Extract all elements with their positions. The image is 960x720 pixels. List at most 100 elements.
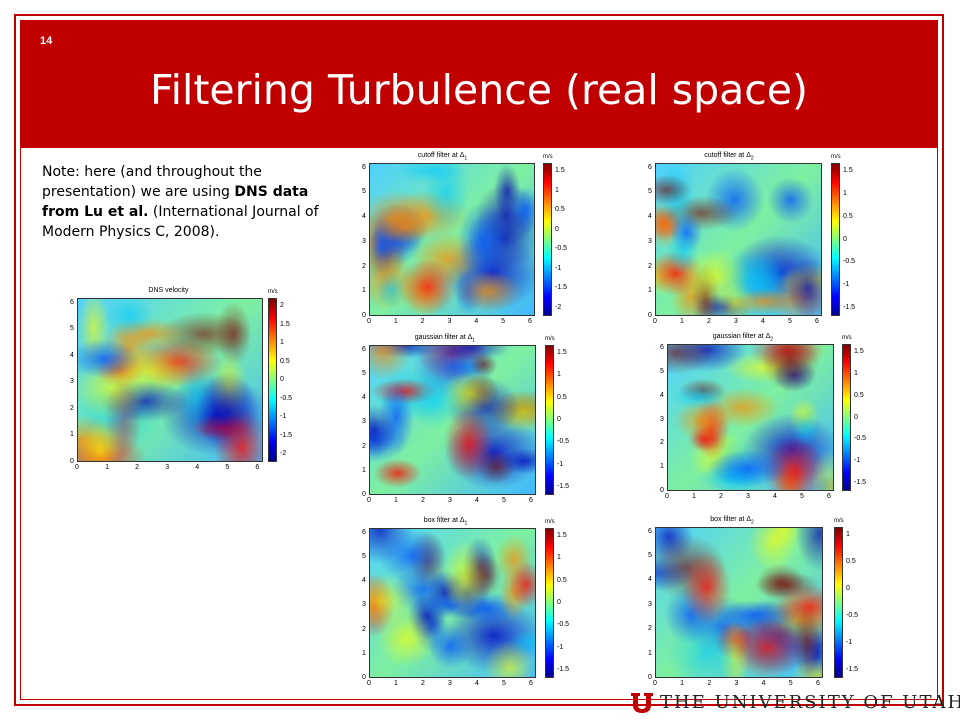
x-tick-label: 5 — [799, 493, 804, 500]
x-tick-label: 2 — [420, 318, 425, 325]
y-tick-label: 3 — [362, 237, 366, 245]
colorbar-tick-label: 0 — [280, 376, 284, 383]
colorbar-tick-label: -0.5 — [557, 438, 570, 446]
heatmap-image — [667, 344, 834, 491]
x-tick-label: 6 — [255, 464, 260, 471]
note-part1: Note: here (and throughout the presentat… — [42, 164, 262, 200]
heatmap-image — [369, 528, 536, 678]
y-tick-label: 5 — [362, 188, 366, 196]
heatmap-image — [369, 163, 535, 316]
x-tick-label: 2 — [707, 680, 712, 687]
colorbar-tick-label: -1.5 — [555, 284, 568, 292]
y-tick-label: 2 — [648, 262, 652, 270]
x-tick-label: 6 — [815, 680, 820, 687]
colorbar-tick-label: 1.5 — [555, 167, 565, 174]
note-bold: DNS data from Lu et al. — [42, 184, 309, 220]
heatmap-image — [655, 163, 822, 316]
plot-title: cutoff filter at Δ1 — [417, 152, 468, 162]
colorbar-tick-label: -2 — [280, 450, 287, 457]
y-tick-label: 4 — [660, 391, 664, 399]
x-tick-label: 1 — [393, 680, 398, 687]
colorbar-tick-label: -1 — [843, 281, 850, 289]
y-tick-label: 2 — [362, 625, 366, 633]
y-tick-label: 6 — [362, 345, 366, 353]
colorbar-tick-label: -1 — [280, 413, 287, 420]
y-tick-label: 1 — [362, 287, 366, 295]
colorbar — [831, 163, 840, 316]
y-tick-label: 0 — [362, 491, 366, 498]
x-tick-label: 6 — [826, 493, 831, 500]
colorbar-unit: m/s — [268, 289, 278, 295]
colorbar-unit: m/s — [842, 335, 852, 341]
y-tick-label: 4 — [362, 213, 366, 221]
y-tick-label: 2 — [660, 439, 664, 447]
x-tick-label: 5 — [225, 464, 230, 471]
y-tick-label: 3 — [648, 600, 652, 608]
y-tick-label: 5 — [70, 325, 74, 333]
y-tick-label: 6 — [660, 344, 664, 352]
x-tick-label: 1 — [393, 497, 398, 504]
note-part2: (International Journal of Modern Physics… — [42, 204, 319, 240]
y-tick-label: 5 — [648, 551, 652, 559]
plot-title: gaussian filter at Δ1 — [414, 334, 476, 344]
x-tick-label: 3 — [733, 318, 738, 325]
x-tick-label: 5 — [501, 318, 506, 325]
y-tick-label: 4 — [362, 394, 366, 401]
x-tick-label: 5 — [501, 497, 506, 504]
y-tick-label: 5 — [660, 368, 664, 376]
note-text: Note: here (and throughout the presentat… — [42, 162, 332, 242]
y-tick-label: 6 — [648, 527, 652, 535]
y-tick-label: 0 — [660, 487, 664, 494]
colorbar-tick-label: 1 — [846, 531, 850, 538]
x-tick-label: 2 — [135, 464, 140, 471]
x-tick-label: 3 — [447, 497, 452, 504]
y-tick-label: 0 — [362, 312, 366, 319]
x-tick-label: 6 — [528, 318, 532, 325]
x-tick-label: 3 — [447, 318, 452, 325]
colorbar-tick-label: 1 — [843, 189, 847, 197]
colorbar-tick-label: -1.5 — [557, 666, 570, 673]
y-tick-label: 3 — [362, 418, 366, 426]
colorbar — [268, 298, 277, 462]
x-tick-label: 0 — [665, 493, 669, 500]
x-tick-label: 3 — [745, 493, 750, 500]
colorbar-tick-label: 1 — [280, 339, 284, 346]
y-tick-label: 1 — [660, 463, 664, 471]
x-tick-label: 4 — [772, 493, 777, 500]
y-tick-label: 2 — [362, 262, 366, 270]
colorbar-tick-label: 1 — [555, 186, 559, 194]
colorbar-tick-label: 2 — [280, 302, 284, 309]
x-tick-label: 5 — [787, 318, 792, 325]
y-tick-label: 4 — [648, 213, 652, 221]
y-tick-label: 4 — [362, 577, 366, 584]
colorbar-tick-label: 0.5 — [557, 393, 567, 401]
x-tick-label: 2 — [718, 493, 723, 500]
x-tick-label: 4 — [474, 318, 479, 325]
x-tick-label: 3 — [165, 464, 170, 471]
slide-number: 14 — [40, 35, 53, 47]
x-tick-label: 5 — [501, 680, 506, 687]
colorbar-tick-label: -1 — [555, 264, 562, 272]
colorbar-tick-label: -0.5 — [854, 435, 867, 443]
y-tick-label: 1 — [648, 649, 652, 657]
x-tick-label: 6 — [528, 680, 533, 687]
x-tick-label: 2 — [706, 318, 711, 325]
colorbar-tick-label: -1.5 — [280, 431, 293, 439]
colorbar-unit: m/s — [831, 154, 841, 160]
y-tick-label: 4 — [70, 351, 74, 359]
colorbar-tick-label: 1.5 — [854, 348, 864, 355]
x-tick-label: 4 — [760, 318, 765, 325]
y-tick-label: 5 — [362, 552, 366, 560]
colorbar-tick-label: 0 — [854, 413, 858, 421]
x-tick-label: 0 — [75, 464, 79, 471]
colorbar-tick-label: -1 — [854, 457, 861, 465]
plot-title: box filter at Δ2 — [710, 516, 754, 526]
x-tick-label: 6 — [528, 497, 533, 504]
x-tick-label: 0 — [653, 680, 657, 687]
colorbar-unit: m/s — [834, 518, 844, 524]
colorbar-tick-label: -1 — [557, 460, 564, 468]
y-tick-label: 4 — [648, 576, 652, 584]
colorbar-tick-label: 1 — [557, 554, 561, 562]
colorbar-tick-label: 0.5 — [555, 206, 565, 214]
x-tick-label: 0 — [367, 318, 371, 325]
